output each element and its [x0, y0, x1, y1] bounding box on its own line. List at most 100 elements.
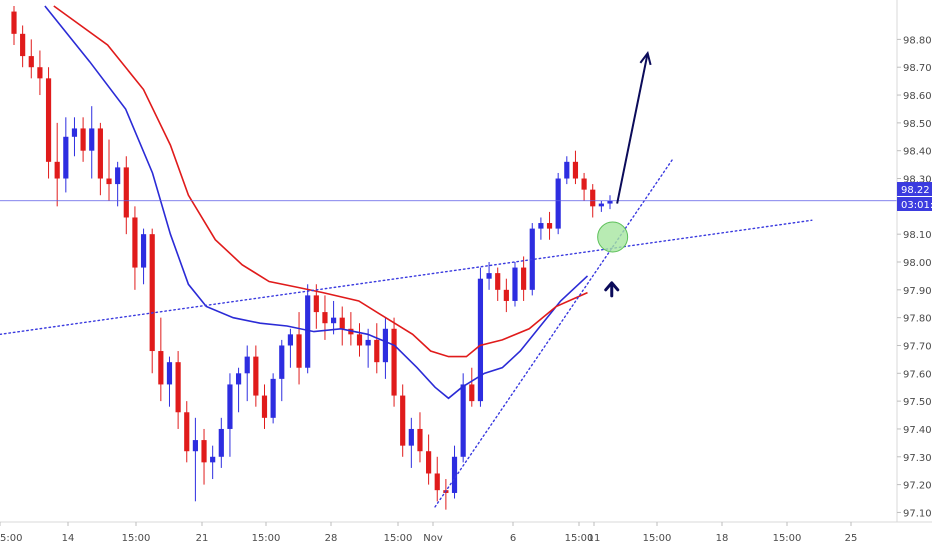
candle [555, 172, 561, 235]
candle [572, 150, 579, 185]
y-tick-label: 98.40 [903, 147, 932, 158]
moving-average-line-2 [53, 5, 588, 358]
candle [382, 317, 389, 379]
candle-body [166, 362, 173, 385]
candle [132, 206, 138, 290]
candle-body [89, 128, 95, 151]
candle-body [460, 384, 466, 457]
candle-body [235, 373, 242, 385]
candle [106, 139, 112, 201]
candle [184, 401, 190, 463]
y-tick-label: 97.50 [903, 397, 932, 408]
candle [175, 351, 181, 429]
candle [244, 345, 250, 402]
candle [408, 417, 414, 468]
candle [158, 317, 164, 402]
y-tick-label: 98.50 [903, 119, 932, 130]
y-tick-label: 98.80 [903, 35, 932, 46]
candle [305, 284, 311, 374]
projection-arrow-shaft[interactable] [616, 53, 649, 204]
y-tick-label: 97.90 [903, 286, 932, 297]
candle [521, 256, 527, 301]
candle-body [296, 334, 302, 368]
trendline-2[interactable] [434, 158, 674, 508]
candle-body [538, 223, 544, 229]
candle [322, 295, 328, 340]
trendline-1[interactable] [0, 219, 813, 336]
projection-arrow-head [639, 51, 652, 66]
x-tick-label: 15:00 [773, 533, 802, 544]
candle-body [192, 440, 198, 452]
candle-body [607, 200, 613, 204]
candle [538, 217, 544, 240]
candle-body [54, 161, 60, 179]
candle-body [287, 334, 293, 346]
x-tick-label: Nov [423, 533, 443, 544]
y-tick-label: 97.30 [903, 453, 932, 464]
candle [261, 384, 268, 429]
y-tick-label: 97.80 [903, 314, 932, 325]
candle [149, 228, 155, 374]
candle-body [426, 451, 432, 474]
candle [512, 262, 518, 307]
candle-body [382, 328, 389, 363]
x-tick-label: 15:00 [122, 533, 151, 544]
y-tick-label: 97.20 [903, 481, 932, 492]
x-tick-label: 5:00 [0, 533, 22, 544]
candle [80, 117, 86, 162]
candle-body [503, 289, 509, 301]
candle [253, 345, 259, 407]
candle-body [451, 456, 458, 493]
candle [287, 328, 293, 368]
candle-body [37, 67, 43, 79]
y-tick-label: 97.60 [903, 369, 932, 380]
y-tick-label: 98.30 [903, 175, 932, 186]
candle [581, 172, 587, 201]
candle-body [305, 295, 311, 368]
candle-body [434, 473, 440, 491]
candle [486, 262, 492, 290]
candle-body [175, 362, 181, 413]
candle [97, 122, 103, 196]
x-tick-label: 18 [716, 533, 729, 544]
candle [546, 211, 553, 240]
x-tick-label: 28 [325, 533, 338, 544]
y-tick-label: 98.60 [903, 91, 932, 102]
candle-body [417, 428, 423, 452]
candle-body [477, 278, 484, 402]
candle [279, 339, 285, 402]
candle [434, 456, 440, 502]
candle-body [598, 203, 604, 207]
candle [201, 428, 207, 485]
candle [192, 417, 198, 502]
candle [356, 323, 363, 357]
highlight-circle[interactable] [597, 221, 629, 253]
candle-body [521, 267, 527, 290]
candle [503, 278, 509, 313]
candle-body [564, 161, 570, 179]
price-badges: 98.22 03:01:29 [897, 182, 932, 211]
y-tick-label: 98.70 [903, 63, 932, 74]
candle [564, 156, 570, 185]
candle-body [495, 273, 501, 290]
candle-body [590, 189, 596, 207]
y-tick-label: 98.00 [903, 258, 932, 269]
candle-body [279, 345, 285, 379]
candle-body [512, 267, 518, 301]
candle [20, 25, 26, 68]
candle [270, 373, 276, 424]
candle-body [391, 328, 397, 396]
candle-body [158, 351, 164, 385]
candle [296, 312, 302, 385]
x-tick-label: 15:00 [565, 533, 594, 544]
candle-body [408, 428, 414, 446]
price-axis[interactable]: 98.8098.7098.6098.5098.4098.3098.2098.10… [897, 35, 932, 519]
candle [45, 67, 52, 179]
candle [235, 367, 242, 413]
candle-body [115, 167, 121, 185]
candle-body [365, 339, 371, 346]
candle [210, 445, 216, 480]
plot-background [0, 0, 897, 522]
